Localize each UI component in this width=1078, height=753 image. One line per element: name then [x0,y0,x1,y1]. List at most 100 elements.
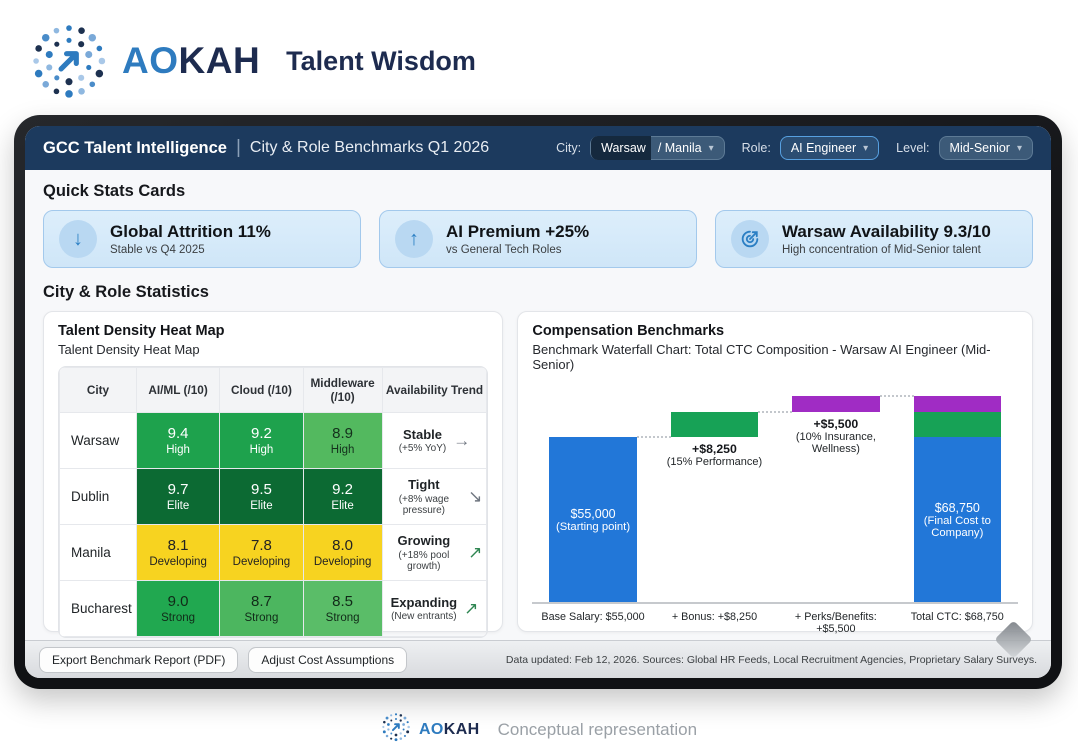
waterfall-connector-line [879,395,914,397]
heatmap-cell: 8.7 Strong [219,580,304,637]
stat-card-title: Warsaw Availability 9.3/10 [782,222,991,241]
stat-card-text: Global Attrition 11% Stable vs Q4 2025 [110,222,271,256]
arrow-down-icon: ↓ [59,220,97,258]
trend-cell: Stable (+5% YoY) → [381,412,488,469]
statistics-heading: City & Role Statistics [43,283,209,301]
heatmap-cell-label: High [166,444,190,456]
trend-cell-content: Growing (+18% pool growth) ↗ [383,533,487,571]
heatmap-cell-label: Strong [244,612,279,624]
heatmap-cell: 9.5 Elite [219,468,304,525]
trend-cell-content: Tight (+8% wage pressure) ↘ [383,477,487,515]
bar-label-line: (Starting point) [555,520,631,533]
heatmap-cell: 8.0 Developing [302,524,383,581]
trend-cell: Tight (+8% wage pressure) ↘ [381,468,488,525]
waterfall-segment-perks [913,396,1001,413]
stat-card-subtitle: High concentration of Mid-Senior talent [782,244,981,256]
heatmap-cell: 9.2 Elite [302,468,383,525]
level-filter-dropdown[interactable]: Mid-Senior ▾ [938,136,1033,160]
trend-arrow-icon: ↘ [468,487,483,506]
table-row: Manila 8.1 Developing 7.8 Developing 8.0 Devel… [59,524,488,581]
stat-card-title: Global Attrition 11% [110,222,271,241]
heatmap-cell: 7.8 Developing [219,524,304,581]
title-divider: | [235,137,241,158]
aokah-logo-icon [30,22,108,100]
heatmap-column-header: Availability Trend [381,367,488,413]
city-filter-label: City: [556,141,582,155]
footer-note: Conceptual representation [497,719,698,739]
data-updated-note: Data updated: Feb 12, 2026. Sources: Glo… [505,653,1037,666]
role-filter-label: Role: [741,141,771,155]
app-subtitle: City & Role Benchmarks Q1 2026 [249,139,490,156]
city-filter-dropdown[interactable]: Warsaw / Manila ▾ [590,136,725,160]
city-cell: Manila [59,524,137,581]
heatmap-cell-score: 9.2 [332,481,354,498]
heatmap-column-header: City [59,367,137,413]
table-row: Warsaw 9.4 High 9.2 High 8.9 High Stable (+5% Yo… [59,412,488,469]
heatmap-cell-score: 8.0 [332,537,354,554]
trend-text: Tight (+8% wage pressure) [387,477,461,515]
bar-label-line: $68,750 [934,500,980,515]
compensation-title: Compensation Benchmarks [532,323,725,339]
bar-delta-label: +$8,250 (15% Performance) [654,442,775,468]
trend-arrow-icon: → [453,431,471,450]
waterfall-connector-line [636,436,671,439]
talent-density-panel: Talent Density Heat Map Talent Density H… [43,311,504,638]
heatmap-cell-score: 9.2 [250,425,272,442]
waterfall-segment-base: $68,750 (Final Cost to Company) [913,437,1001,602]
export-benchmark-report-button[interactable]: Export Benchmark Report (PDF) [39,646,239,673]
quick-stats-cards: ↓ Global Attrition 11% Stable vs Q4 2025 ↑ A… [43,210,1033,268]
waterfall-segment-bonus [913,412,1001,438]
toolbar-buttons: Export Benchmark Report (PDF) Adjust Cost… [39,646,408,673]
bar-value-label: $55,000 (Starting point) [549,437,636,602]
bar-label-line: $55,000 [570,506,616,521]
brand-header: AOKAH Talent Wisdom [30,22,476,100]
bar-label-line: (15% Performance) [666,456,763,469]
waterfall-axis-labels: Base Salary: $55,000 + Bonus: +$8,250 + Pe… [532,611,1018,635]
heatmap-cell-label: Strong [161,612,196,624]
page-footer: AOKAH Conceptual representation [0,712,1078,747]
bar-label-line: (10% Insurance, [795,431,876,444]
quick-stats-heading: Quick Stats Cards [43,182,186,200]
chevron-down-icon: ▾ [708,142,714,154]
heatmap-cell-score: 8.5 [332,593,354,610]
stat-card-text: AI Premium +25% vs General Tech Roles [446,222,589,256]
trend-text: Growing (+18% pool growth) [387,533,461,571]
trend-text: Stable (+5% YoY) [399,427,447,454]
app-header-bar: GCC Talent Intelligence | City & Role Be… [25,126,1051,170]
bar-label-line: Wellness) [811,443,860,456]
waterfall-axis-label: Base Salary: $55,000 [541,611,645,623]
role-filter-dropdown[interactable]: AI Engineer ▾ [779,136,880,160]
heatmap-cell: 8.1 Developing [135,524,221,581]
bar-label-line: Company) [931,526,984,539]
bottom-toolbar: Export Benchmark Report (PDF) Adjust Cost… [25,640,1051,678]
heatmap-cell-label: High [330,444,355,456]
bar-value-label: $68,750 (Final Cost to Company) [914,437,1001,602]
talent-density-heatmap-table: City AI/ML (/10) Cloud (/10) Middleware (/1… [59,367,488,637]
heatmap-cell-label: Elite [250,500,273,512]
city-filter-value-primary: Warsaw [591,136,651,160]
heatmap-subtitle: Talent Density Heat Map [58,342,200,357]
trend-arrow-icon: ↗ [468,543,483,562]
waterfall-bar-bonus [670,412,759,438]
adjust-cost-assumptions-button[interactable]: Adjust Cost Assumptions [248,646,408,673]
heatmap-cell-label: Elite [166,500,190,512]
city-cell: Warsaw [59,412,137,469]
trend-status: Tight [408,477,440,493]
heatmap-cell: 9.2 High [219,412,304,469]
bar-delta-label: +$5,500 (10% Insurance, Wellness) [775,417,896,455]
stat-card-subtitle: Stable vs Q4 2025 [110,244,205,256]
table-row: Dublin 9.7 Elite 9.5 Elite 9.2 Elite Tight (+8% … [59,468,488,525]
chevron-down-icon: ▾ [1016,142,1022,154]
compensation-panel: Compensation Benchmarks Benchmark Waterf… [517,311,1033,635]
heatmap-cell-label: High [249,444,274,456]
statistics-panels: Talent Density Heat Map Talent Density H… [43,311,1033,638]
heatmap-cell-label: Developing [232,556,291,568]
stat-card-1: ↓ Global Attrition 11% Stable vs Q4 2025 [43,210,361,268]
heatmap-cell-score: 9.0 [167,593,189,610]
device-frame: GCC Talent Intelligence | City & Role Be… [14,115,1062,689]
trend-cell: Expanding (New entrants) ↗ [381,580,488,637]
heatmap-cell-score: 9.7 [167,481,189,498]
heatmap-cell: 9.7 Elite [135,468,221,525]
target-icon [731,220,769,258]
heatmap-cell-score: 7.8 [250,537,272,554]
